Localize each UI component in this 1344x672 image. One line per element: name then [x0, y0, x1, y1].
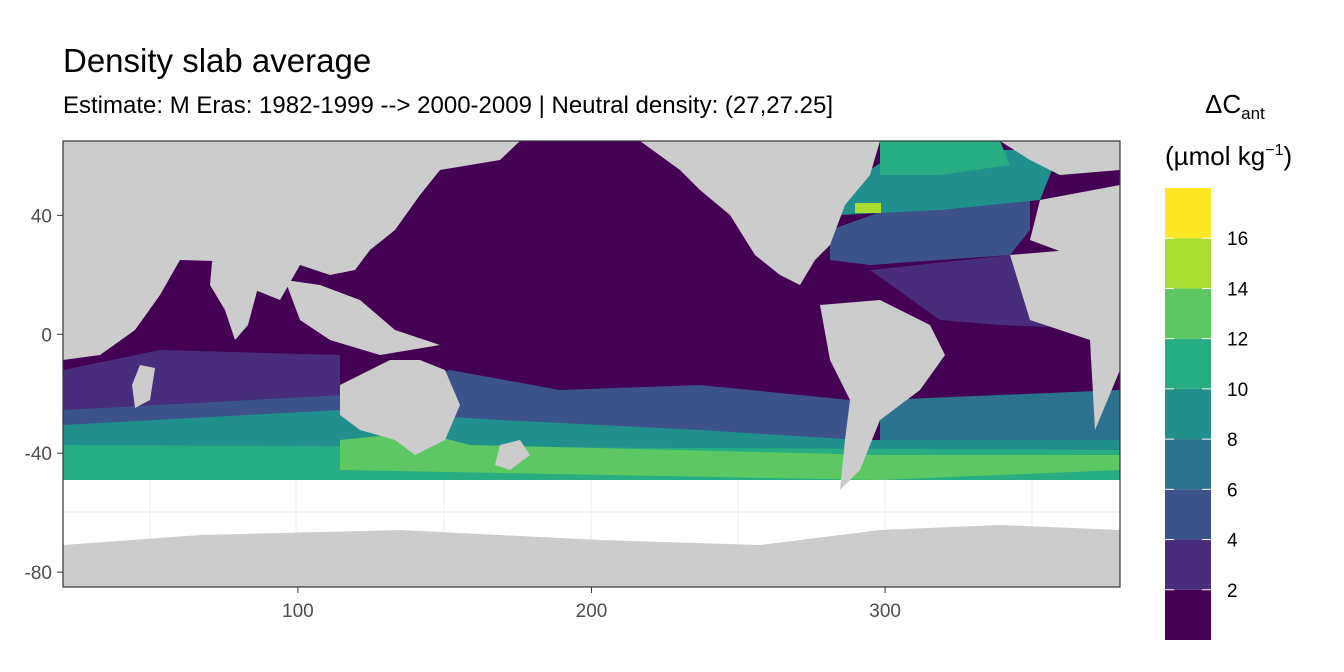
legend-swatch — [1165, 439, 1211, 490]
legend-swatch — [1165, 188, 1211, 239]
chart-subtitle: Estimate: M Eras: 1982-1999 --> 2000-200… — [63, 92, 833, 119]
legend-swatch — [1165, 539, 1211, 590]
x-tick-label: 300 — [869, 601, 901, 622]
y-tick-label: -40 — [25, 444, 52, 465]
land-new-zealand — [495, 440, 530, 470]
legend-tick-label: 8 — [1227, 430, 1238, 451]
legend-tick-label: 6 — [1227, 480, 1238, 501]
legend-swatch — [1165, 489, 1211, 540]
legend-swatch — [1165, 388, 1211, 440]
legend-unit-close: ) — [1283, 141, 1292, 171]
chart-title: Density slab average — [63, 42, 372, 79]
land-indonesia — [285, 280, 440, 355]
land-eurasia — [170, 141, 520, 300]
band-irminger — [880, 141, 1010, 175]
legend-title-sub: ant — [1241, 104, 1265, 123]
land-greenland — [1000, 141, 1120, 175]
y-tick-label: 40 — [31, 206, 52, 227]
legend-swatch — [1165, 589, 1211, 640]
labrador-hotspot — [855, 203, 881, 213]
land-west-africa — [1010, 250, 1120, 430]
legend-tick-label: 16 — [1227, 229, 1248, 250]
land-africa — [63, 141, 250, 360]
band-indian-subtropical — [63, 350, 340, 410]
legend-tick-label: 4 — [1227, 531, 1238, 552]
x-tick-label: 100 — [282, 601, 314, 622]
legend-swatch — [1165, 288, 1211, 339]
land-australia — [340, 360, 460, 455]
legend-title: ΔCant — [1205, 89, 1265, 123]
land-south-america — [820, 300, 945, 490]
land-antarctica — [63, 525, 1120, 587]
map-panel — [63, 141, 1120, 587]
land-north-america — [640, 141, 880, 285]
y-tick-label: 0 — [41, 325, 52, 346]
legend-unit-sup: −1 — [1265, 142, 1283, 159]
land-europe — [1030, 185, 1120, 260]
legend-unit-open: (µmol kg — [1165, 141, 1265, 171]
legend-tick-label: 10 — [1227, 380, 1248, 401]
land-india — [210, 262, 260, 340]
land-madagascar — [132, 365, 155, 408]
legend-swatch — [1165, 338, 1211, 389]
legend-tick-label: 12 — [1227, 330, 1248, 351]
y-tick-label: -80 — [25, 563, 52, 584]
legend-title-main: ΔC — [1205, 89, 1241, 119]
legend-unit: (µmol kg−1) — [1165, 141, 1292, 171]
legend-tick-label: 2 — [1227, 581, 1238, 602]
band-south-atlantic — [880, 390, 1120, 450]
legend-tick-label: 14 — [1227, 279, 1249, 300]
x-tick-label: 200 — [576, 601, 608, 622]
legend: 2 4 6 8 10 12 14 16 ΔCant (µmol kg−1) — [1165, 89, 1292, 640]
band-southern-high — [340, 432, 1120, 480]
land-masses — [63, 141, 1120, 587]
legend-swatch — [1165, 238, 1211, 289]
